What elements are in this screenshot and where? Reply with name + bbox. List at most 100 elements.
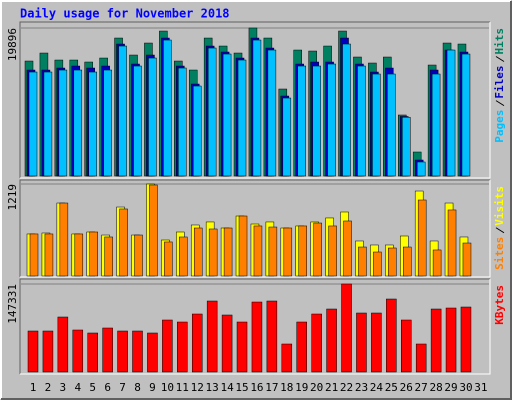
bar	[342, 43, 351, 177]
bar	[373, 251, 382, 277]
bar	[327, 63, 336, 177]
bar	[358, 246, 367, 277]
bar	[87, 332, 98, 373]
legend-entry: Hits	[493, 28, 506, 55]
x-tick-label: 2	[45, 381, 52, 394]
x-tick-label: 20	[310, 381, 323, 394]
legend-entry: Files	[493, 66, 506, 99]
x-tick-label: 28	[429, 381, 442, 394]
bar	[282, 97, 292, 177]
bar	[44, 233, 54, 277]
bar	[179, 236, 188, 277]
bar	[387, 73, 396, 177]
bar	[462, 242, 472, 277]
bar	[326, 308, 337, 373]
bar	[268, 226, 278, 277]
bar	[461, 53, 471, 177]
bar	[192, 85, 202, 177]
x-tick-label: 14	[220, 381, 234, 394]
x-tick-label: 15	[235, 381, 248, 394]
bar	[42, 330, 54, 373]
panel-shadow	[19, 278, 490, 374]
bar	[72, 329, 84, 373]
legend-separator	[495, 100, 505, 107]
bar	[430, 308, 442, 373]
bar	[43, 71, 53, 177]
bar	[163, 39, 172, 177]
x-tick-label: 31	[474, 381, 487, 394]
x-tick-label: 16	[250, 381, 263, 394]
bar	[386, 298, 397, 373]
x-tick-label: 22	[340, 381, 353, 394]
bar	[236, 321, 248, 373]
bar	[119, 208, 128, 277]
bar	[253, 225, 263, 277]
bar	[356, 312, 367, 373]
bar	[328, 225, 337, 277]
x-tick-label: 7	[119, 381, 126, 394]
bar	[238, 215, 248, 277]
bar	[134, 234, 143, 277]
panel-light	[20, 279, 491, 375]
bar	[102, 327, 113, 373]
bar	[193, 227, 203, 277]
legend-entry: Sites	[493, 237, 506, 270]
bar	[446, 49, 456, 177]
bar	[29, 233, 39, 277]
bar	[416, 161, 426, 177]
bar	[59, 202, 69, 277]
x-tick-label: 25	[385, 381, 398, 394]
legend-entry: Visits	[493, 186, 506, 226]
bar	[133, 65, 142, 177]
bar	[162, 319, 173, 373]
bar	[447, 209, 457, 277]
panel-light	[20, 22, 491, 179]
bar	[103, 69, 112, 177]
bar	[445, 307, 457, 373]
bar	[311, 313, 322, 373]
bar	[297, 65, 306, 177]
bar	[118, 45, 127, 177]
legend: KBytes	[493, 285, 506, 325]
bar	[74, 233, 84, 277]
legend-separator	[495, 56, 505, 62]
bar	[149, 184, 158, 277]
bar	[148, 57, 157, 177]
x-tick-label: 13	[206, 381, 219, 394]
x-tick-label: 3	[60, 381, 67, 394]
x-tick-label: 26	[400, 381, 413, 394]
bar	[432, 249, 442, 277]
bar	[267, 49, 277, 177]
bar	[252, 39, 262, 177]
bar	[237, 59, 247, 177]
bar	[372, 73, 381, 177]
bar	[223, 227, 233, 277]
bar	[147, 332, 158, 373]
bar	[296, 321, 307, 373]
bar	[206, 300, 218, 373]
bar	[357, 65, 366, 177]
x-tick-label: 4	[74, 381, 81, 394]
x-tick-label: 10	[161, 381, 174, 394]
x-tick-label: 19	[295, 381, 308, 394]
bar	[104, 236, 113, 277]
x-tick-label: 30	[459, 381, 472, 394]
legend-separator	[495, 227, 505, 234]
bar	[88, 71, 97, 177]
x-tick-label: 29	[444, 381, 457, 394]
bar	[343, 220, 352, 277]
x-tick-label: 9	[149, 381, 156, 394]
bar	[388, 247, 397, 277]
y-tick-label: 147331	[6, 284, 19, 324]
legend-entry: KBytes	[493, 285, 506, 325]
bar	[401, 319, 412, 373]
bar	[178, 67, 187, 177]
chart-title: Daily usage for November 2018	[20, 7, 230, 21]
bar	[266, 300, 278, 373]
bar	[89, 231, 98, 277]
bar	[222, 53, 232, 177]
legend-entry: Pages	[493, 110, 506, 143]
x-tick-label: 17	[265, 381, 278, 394]
